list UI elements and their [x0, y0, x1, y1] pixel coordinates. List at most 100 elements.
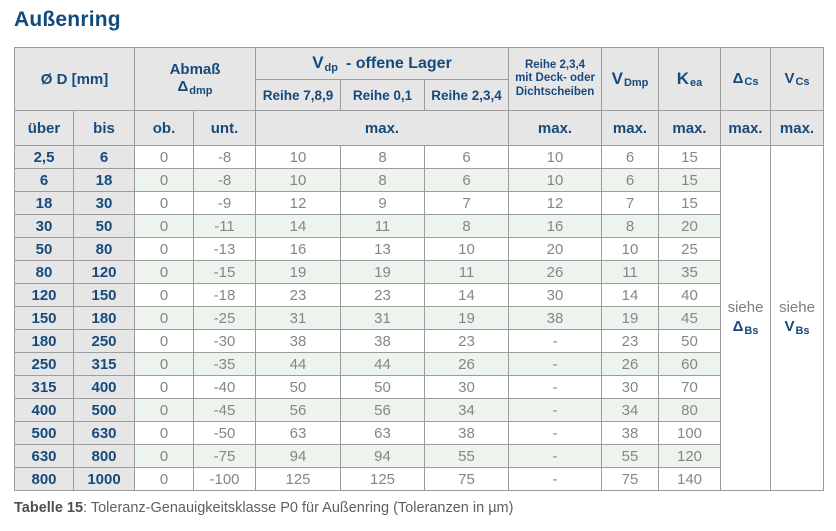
- unt-value-cell: -18: [193, 283, 256, 307]
- r789-value-cell: 94: [255, 444, 341, 468]
- table-row: 180 250 0 -30 38 38 23-23 50: [14, 329, 824, 353]
- r234-value-cell: 55: [423, 444, 510, 468]
- ob-value-cell: 0: [134, 168, 194, 192]
- abmass-symbol: Δdmp: [177, 78, 213, 97]
- r01-value-cell: 31: [340, 306, 425, 330]
- header-vdmp: VDmp: [601, 47, 660, 111]
- diameter-ueber-cell: 180: [14, 329, 74, 353]
- table-row: 250 315 0 -35 44 44 26-26 60: [14, 352, 824, 376]
- diameter-ueber-cell: 150: [14, 306, 74, 330]
- vdmp-value-cell: 30: [601, 375, 660, 399]
- r789-value-cell: 12: [255, 191, 341, 215]
- r234-value-cell: 26: [423, 352, 510, 376]
- header-max-vdmp: max.: [601, 110, 660, 146]
- r234-value-cell: 34: [423, 398, 510, 422]
- unt-value-cell: -75: [193, 444, 256, 468]
- r789-value-cell: 31: [255, 306, 341, 330]
- kea-value-cell: 140: [658, 467, 722, 491]
- r234-value-cell: 75: [423, 467, 510, 491]
- diameter-ueber-cell: 500: [14, 421, 74, 445]
- diameter-bis-cell: 800: [73, 444, 135, 468]
- unt-value-cell: -50: [193, 421, 256, 445]
- header-reihe-789: Reihe 7,8,9: [255, 79, 341, 111]
- deck-value-cell: 16: [508, 214, 603, 238]
- table-row: 120 150 0 -18 23 23 14 30 14 40: [14, 283, 824, 307]
- r234-value-cell: 6: [423, 168, 510, 192]
- diameter-bis-cell: 80: [73, 237, 135, 261]
- unt-value-cell: -11: [193, 214, 256, 238]
- r789-value-cell: 23: [255, 283, 341, 307]
- diameter-bis-cell: 630: [73, 421, 135, 445]
- r01-value-cell: 11: [340, 214, 425, 238]
- table-row: 2,5 6 0 -8 10 8 6 10 6 15 siehe ΔBs siehe VBs: [14, 145, 825, 491]
- deck-value-cell: 26: [508, 260, 603, 284]
- kea-value-cell: 20: [658, 214, 722, 238]
- vdmp-value-cell: 8: [601, 214, 660, 238]
- r234-value-cell: 38: [423, 421, 510, 445]
- r234-value-cell: 6: [423, 145, 510, 169]
- r01-value-cell: 44: [340, 352, 425, 376]
- r234-value-cell: 11: [423, 260, 510, 284]
- r234-value-cell: 23: [423, 329, 510, 353]
- diameter-label: Ø D [mm]: [40, 70, 109, 88]
- kea-value-cell: 25: [658, 237, 722, 261]
- diameter-ueber-cell: 6: [14, 168, 74, 192]
- tolerance-table: Ø D [mm] Abmaß Δdmp Vdp - offene Lager Re…: [14, 47, 825, 491]
- deck-value-cell: 30: [508, 283, 603, 307]
- r234-value-cell: 19: [423, 306, 510, 330]
- vdmp-value-cell: 6: [601, 145, 660, 169]
- kea-value-cell: 60: [658, 352, 722, 376]
- r01-value-cell: 63: [340, 421, 425, 445]
- diameter-bis-cell: 1000: [73, 467, 135, 491]
- header-bis: bis: [73, 110, 135, 146]
- unt-value-cell: -9: [193, 191, 256, 215]
- header-reihe-01: Reihe 0,1: [340, 79, 425, 111]
- r01-value-cell: 8: [340, 168, 425, 192]
- ob-value-cell: 0: [134, 375, 194, 399]
- r234-value-cell: 8: [423, 214, 510, 238]
- r789-value-cell: 56: [255, 398, 341, 422]
- kea-value-cell: 70: [658, 375, 722, 399]
- unt-value-cell: -30: [193, 329, 256, 353]
- header-ob: ob.: [134, 110, 194, 146]
- r789-value-cell: 125: [255, 467, 341, 491]
- page-title: Außenring: [14, 8, 121, 31]
- vdmp-value-cell: 10: [601, 237, 660, 261]
- header-kea: Kea: [658, 47, 722, 111]
- header-max-vcs: max.: [770, 110, 825, 146]
- unt-value-cell: -15: [193, 260, 256, 284]
- r01-value-cell: 56: [340, 398, 425, 422]
- ob-value-cell: 0: [134, 329, 194, 353]
- table-row: 630 800 0 -75 94 94 55-55 120: [14, 444, 824, 468]
- diameter-ueber-cell: 80: [14, 260, 74, 284]
- r789-value-cell: 10: [255, 168, 341, 192]
- deck-value-cell: -: [508, 421, 603, 445]
- r789-value-cell: 38: [255, 329, 341, 353]
- diameter-bis-cell: 30: [73, 191, 135, 215]
- header-v-cs: VCs: [770, 47, 825, 111]
- vdmp-value-cell: 7: [601, 191, 660, 215]
- ob-value-cell: 0: [134, 283, 194, 307]
- deck-value-cell: 10: [508, 145, 603, 169]
- see-word: siehe: [727, 298, 764, 316]
- ob-value-cell: 0: [134, 444, 194, 468]
- ob-value-cell: 0: [134, 467, 194, 491]
- deck-value-cell: 20: [508, 237, 603, 261]
- ob-value-cell: 0: [134, 145, 194, 169]
- r789-value-cell: 19: [255, 260, 341, 284]
- kea-value-cell: 15: [658, 168, 722, 192]
- vdmp-value-cell: 55: [601, 444, 660, 468]
- deck-value-cell: 38: [508, 306, 603, 330]
- header-vdp-open-bearings: Vdp - offene Lager: [254, 47, 510, 80]
- header-reihe-234: Reihe 2,3,4: [423, 79, 510, 111]
- r789-value-cell: 44: [255, 352, 341, 376]
- kea-value-cell: 35: [658, 260, 722, 284]
- caption-label: Tabelle 15: [14, 500, 84, 516]
- vdmp-value-cell: 19: [601, 306, 660, 330]
- r789-value-cell: 63: [255, 421, 341, 445]
- vdmp-value-cell: 75: [601, 467, 660, 491]
- r01-value-cell: 94: [340, 444, 425, 468]
- diameter-ueber-cell: 50: [14, 237, 74, 261]
- vdmp-value-cell: 23: [601, 329, 660, 353]
